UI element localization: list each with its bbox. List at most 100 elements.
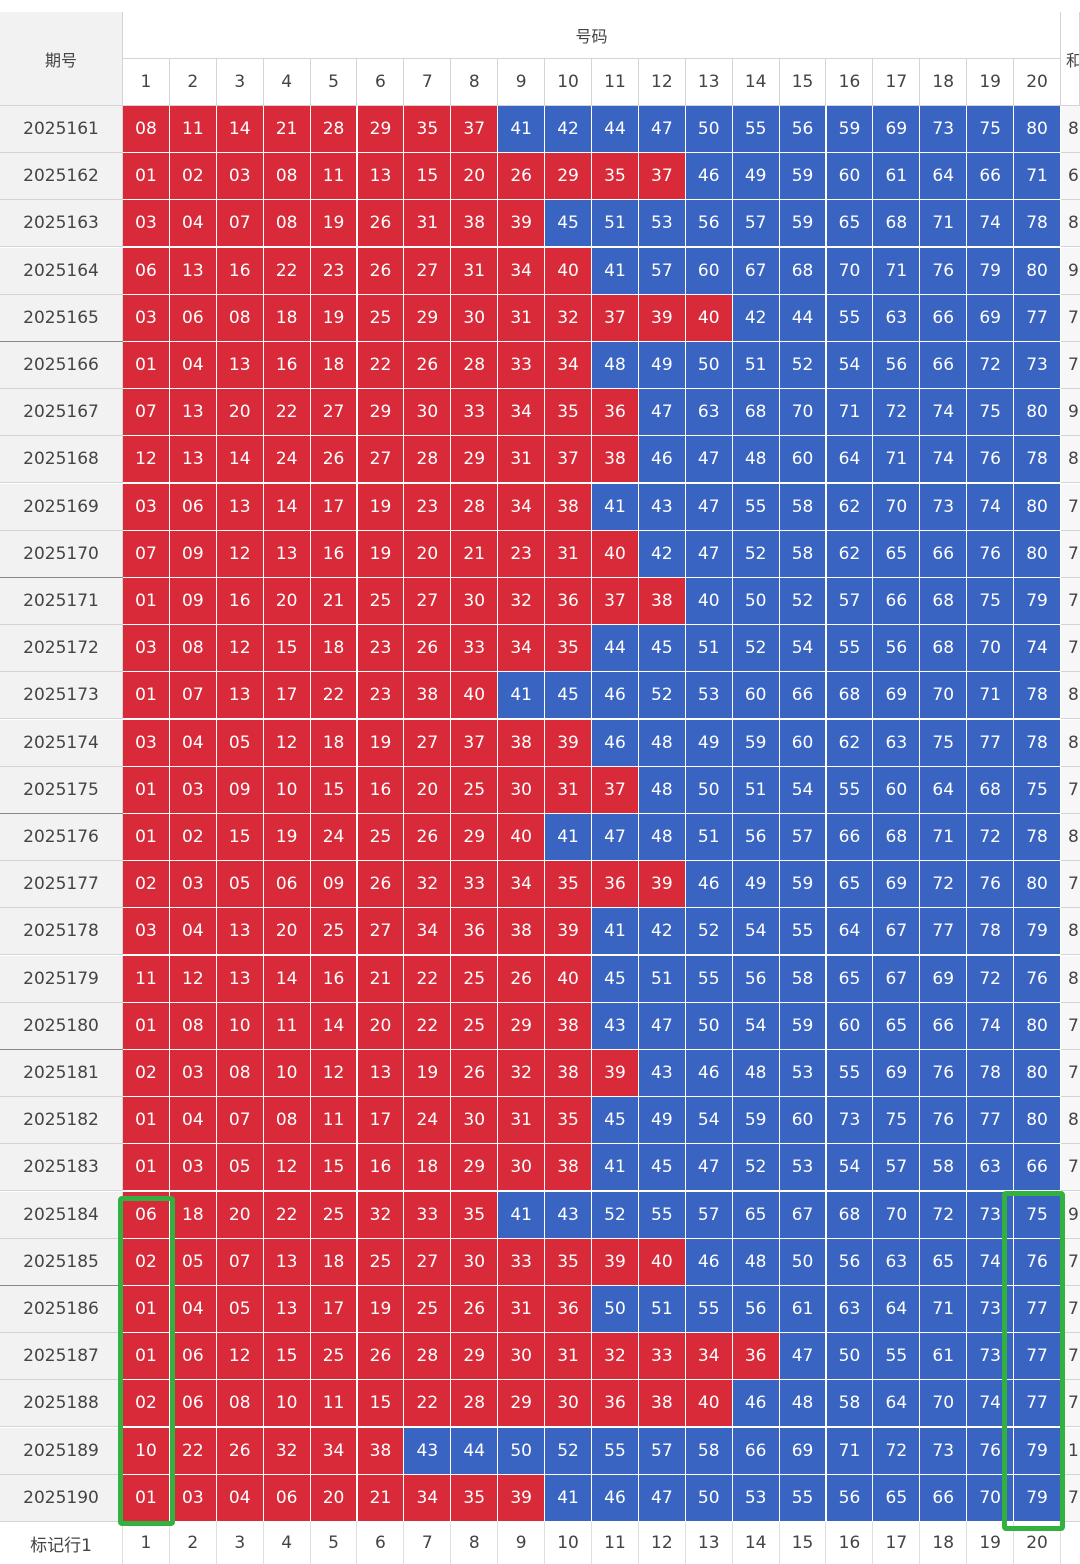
number-cell[interactable]: 50 (685, 106, 733, 153)
number-cell[interactable]: 38 (357, 1427, 405, 1475)
number-cell[interactable]: 49 (732, 153, 780, 201)
number-cell[interactable]: 67 (873, 955, 921, 1003)
number-cell[interactable]: 79 (1014, 1474, 1061, 1522)
number-cell[interactable]: 13 (216, 483, 264, 531)
number-cell[interactable]: 30 (451, 578, 499, 625)
number-cell[interactable]: 29 (545, 153, 592, 201)
table-row[interactable]: 2025169 03 06 13 14 17 19 23 28 34 38 41 43 47 55 58 62 7… (0, 483, 1080, 531)
table-row[interactable]: 2025183 01 03 05 12 15 16 18 29 30 38 41 45 47 52 53 54 5… (0, 1144, 1080, 1192)
number-cell[interactable]: 72 (873, 389, 921, 437)
number-cell[interactable]: 78 (967, 1050, 1015, 1097)
number-cell[interactable]: 64 (873, 1380, 921, 1428)
number-cell[interactable]: 47 (638, 1474, 686, 1522)
number-cell[interactable]: 48 (638, 814, 686, 861)
number-cell[interactable]: 33 (498, 342, 546, 389)
number-cell[interactable]: 55 (779, 1474, 827, 1522)
number-cell[interactable]: 43 (545, 1191, 592, 1239)
number-cell[interactable]: 12 (263, 719, 311, 767)
number-cell[interactable]: 07 (216, 1238, 264, 1286)
table-row[interactable]: 2025186 01 04 05 13 17 19 25 26 31 36 50 51 55 56 61 63 6… (0, 1286, 1080, 1333)
number-cell[interactable]: 19 (263, 814, 311, 861)
number-cell[interactable]: 16 (310, 530, 358, 578)
number-cell[interactable]: 59 (779, 861, 827, 909)
number-cell[interactable]: 56 (826, 1238, 874, 1286)
column-header-6[interactable]: 6 (357, 59, 405, 106)
number-cell[interactable]: 55 (826, 1050, 874, 1097)
number-cell[interactable]: 22 (263, 247, 311, 295)
column-header-17[interactable]: 17 (873, 59, 921, 106)
number-cell[interactable]: 33 (638, 1333, 686, 1381)
number-cell[interactable]: 37 (451, 106, 499, 153)
number-cell[interactable]: 26 (451, 1286, 499, 1333)
number-cell[interactable]: 80 (1014, 389, 1061, 437)
number-cell[interactable]: 74 (920, 436, 968, 484)
number-cell[interactable]: 48 (638, 766, 686, 814)
number-cell[interactable]: 05 (169, 1238, 217, 1286)
table-row[interactable]: 2025172 03 08 12 15 18 23 26 33 34 35 44 45 51 52 54 55 5… (0, 625, 1080, 673)
table-row[interactable]: 2025167 07 13 20 22 27 29 30 33 34 35 36 47 63 68 70 71 7… (0, 389, 1080, 437)
number-cell[interactable]: 26 (357, 247, 405, 295)
number-cell[interactable]: 38 (498, 719, 546, 767)
number-cell[interactable]: 37 (592, 578, 639, 625)
number-cell[interactable]: 26 (357, 1333, 405, 1381)
number-cell[interactable]: 34 (498, 483, 546, 531)
number-cell[interactable]: 70 (873, 1191, 921, 1239)
number-cell[interactable]: 72 (967, 955, 1015, 1003)
table-row[interactable]: 2025171 01 09 16 20 21 25 27 30 32 36 37 38 40 50 52 57 6… (0, 578, 1080, 625)
number-cell[interactable]: 11 (310, 1097, 358, 1145)
number-cell[interactable]: 16 (216, 247, 264, 295)
number-cell[interactable]: 03 (123, 625, 170, 673)
number-cell[interactable]: 19 (357, 483, 405, 531)
number-cell[interactable]: 71 (920, 814, 968, 861)
number-cell[interactable]: 13 (263, 1286, 311, 1333)
number-cell[interactable]: 30 (498, 766, 546, 814)
number-cell[interactable]: 01 (123, 672, 170, 720)
number-cell[interactable]: 65 (732, 1191, 780, 1239)
number-cell[interactable]: 20 (310, 1474, 358, 1522)
number-cell[interactable]: 70 (920, 1380, 968, 1428)
number-cell[interactable]: 12 (216, 1333, 264, 1381)
number-cell[interactable]: 39 (638, 294, 686, 342)
number-cell[interactable]: 54 (732, 908, 780, 956)
number-cell[interactable]: 80 (1014, 530, 1061, 578)
number-cell[interactable]: 77 (967, 719, 1015, 767)
number-cell[interactable]: 55 (732, 483, 780, 531)
number-cell[interactable]: 67 (732, 247, 780, 295)
number-cell[interactable]: 80 (1014, 1097, 1061, 1145)
number-cell[interactable]: 31 (545, 766, 592, 814)
number-cell[interactable]: 77 (1014, 1380, 1061, 1428)
number-cell[interactable]: 52 (685, 908, 733, 956)
number-cell[interactable]: 35 (545, 1238, 592, 1286)
number-cell[interactable]: 66 (826, 814, 874, 861)
number-cell[interactable]: 52 (732, 1144, 780, 1192)
number-cell[interactable]: 36 (732, 1333, 780, 1381)
number-cell[interactable]: 03 (169, 861, 217, 909)
number-cell[interactable]: 10 (216, 1002, 264, 1050)
number-cell[interactable]: 80 (1014, 861, 1061, 909)
number-cell[interactable]: 27 (357, 436, 405, 484)
number-cell[interactable]: 01 (123, 342, 170, 389)
number-cell[interactable]: 65 (826, 861, 874, 909)
number-cell[interactable]: 46 (638, 436, 686, 484)
number-cell[interactable]: 69 (873, 106, 921, 153)
number-cell[interactable]: 50 (685, 342, 733, 389)
number-cell[interactable]: 17 (310, 1286, 358, 1333)
number-cell[interactable]: 35 (545, 389, 592, 437)
number-cell[interactable]: 35 (592, 153, 639, 201)
number-cell[interactable]: 74 (967, 483, 1015, 531)
number-cell[interactable]: 27 (310, 389, 358, 437)
number-cell[interactable]: 58 (779, 955, 827, 1003)
number-cell[interactable]: 35 (451, 1474, 499, 1522)
number-cell[interactable]: 51 (638, 1286, 686, 1333)
number-cell[interactable]: 28 (404, 436, 452, 484)
number-cell[interactable]: 24 (404, 1097, 452, 1145)
number-cell[interactable]: 20 (216, 1191, 264, 1239)
number-cell[interactable]: 52 (732, 625, 780, 673)
number-cell[interactable]: 08 (123, 106, 170, 153)
number-cell[interactable]: 18 (310, 719, 358, 767)
number-cell[interactable]: 44 (779, 294, 827, 342)
table-row[interactable]: 2025187 01 06 12 15 25 26 28 29 30 31 32 33 34 36 47 50 5… (0, 1333, 1080, 1381)
column-header-20[interactable]: 20 (1014, 59, 1061, 106)
number-cell[interactable]: 61 (920, 1333, 968, 1381)
column-header-16[interactable]: 16 (826, 59, 874, 106)
